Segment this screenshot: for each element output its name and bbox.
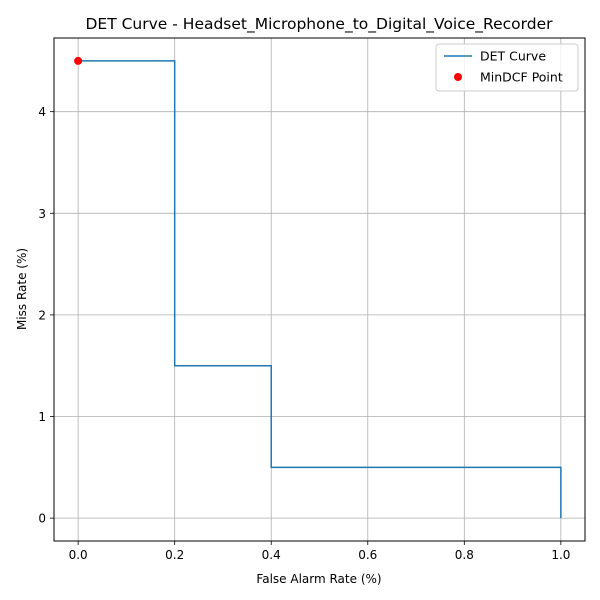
y-tick-label: 4 — [38, 105, 46, 119]
mindcf-point-marker — [74, 56, 83, 65]
legend-label-det-curve: DET Curve — [480, 49, 546, 64]
y-tick-label: 0 — [38, 512, 46, 526]
plot-area-frame — [53, 37, 586, 542]
y-tick-label: 1 — [38, 410, 46, 424]
x-tick-label: 0.0 — [69, 548, 88, 562]
chart-title: DET Curve - Headset_Microphone_to_Digita… — [85, 15, 553, 34]
y-tick-label: 3 — [38, 207, 46, 221]
legend-label-mindcf-point: MinDCF Point — [480, 70, 563, 85]
det-curve-line — [78, 60, 562, 519]
x-tick-label: 0.4 — [262, 548, 281, 562]
legend: DET Curve MinDCF Point — [435, 43, 579, 92]
x-tick-label: 0.6 — [358, 548, 377, 562]
x-tick-label: 0.8 — [455, 548, 474, 562]
x-axis-label: False Alarm Rate (%) — [256, 572, 381, 586]
plot-series — [74, 56, 562, 519]
grid-lines — [54, 38, 585, 541]
axis-ticks: 0.0 0.2 0.4 0.6 0.8 1.0 0 1 2 3 4 — [38, 105, 570, 562]
x-tick-label: 1.0 — [551, 548, 570, 562]
y-tick-label: 2 — [38, 308, 46, 322]
y-axis-label: Miss Rate (%) — [15, 248, 29, 330]
x-tick-label: 0.2 — [165, 548, 184, 562]
legend-swatch-mindcf-point — [454, 73, 462, 81]
